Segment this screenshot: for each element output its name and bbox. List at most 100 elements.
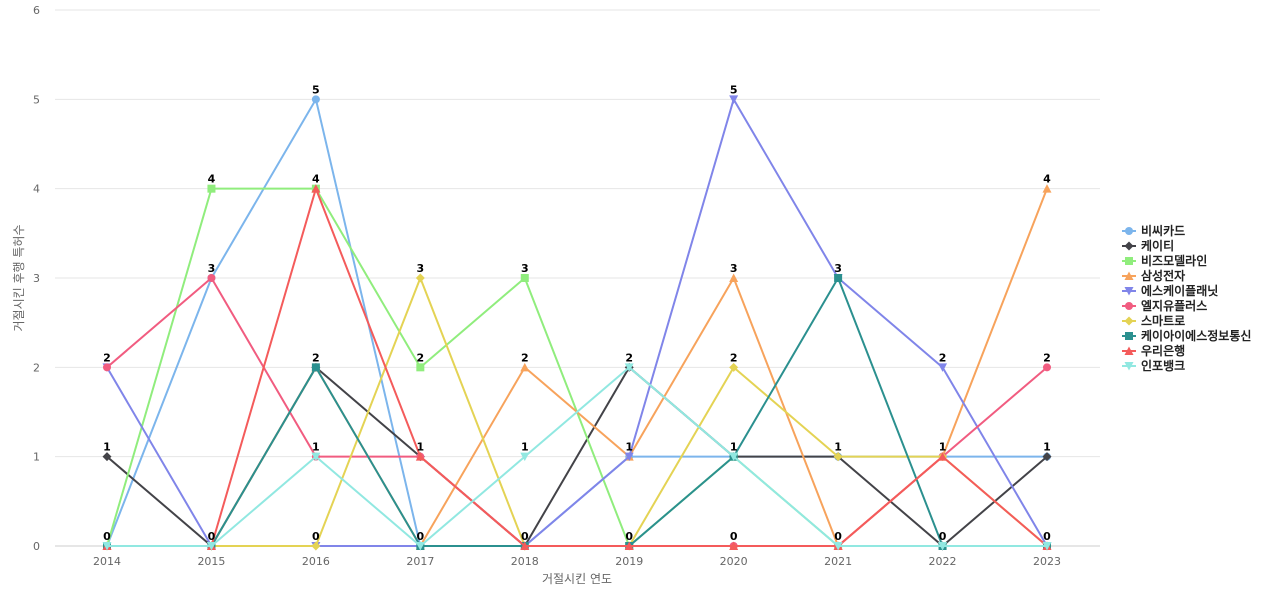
- legend-label: 케이티: [1141, 238, 1174, 253]
- data-label: 0: [730, 530, 738, 543]
- data-point: [1042, 184, 1052, 193]
- data-point: [311, 452, 321, 462]
- legend-marker: [1124, 316, 1134, 326]
- legend-item[interactable]: 인포뱅크: [1122, 358, 1185, 373]
- series-10: [102, 363, 1052, 551]
- data-label: 1: [730, 441, 738, 454]
- data-label: 1: [417, 441, 425, 454]
- x-axis: 2014 2015 2016 2017 2018 2019 2020 2021 2022 2023: [93, 555, 1061, 568]
- data-point: [834, 274, 843, 282]
- series-1: [103, 95, 1051, 550]
- data-label: 2: [521, 351, 529, 364]
- legend-item[interactable]: 엘지유플러스: [1122, 298, 1207, 313]
- data-label: 4: [312, 173, 320, 186]
- y-axis-title: 거절시킨 후행 특허수: [11, 225, 26, 332]
- legend-item[interactable]: 우리은행: [1122, 343, 1185, 358]
- data-point: [938, 452, 948, 461]
- data-label: 1: [103, 441, 111, 454]
- data-point: [103, 363, 111, 372]
- data-labels: 2 1 0 4 3 0 5 4 2 1 0 3 2 1 0 3 2 1 0 2 1 0 5 3 2 1 0 3 1 0 2 1 0 4 2 1 0: [103, 83, 1051, 543]
- data-point: [416, 363, 425, 372]
- legend-label: 인포뱅크: [1141, 358, 1185, 373]
- data-point: [624, 452, 634, 462]
- series-9: [102, 184, 1052, 550]
- legend-item[interactable]: 스마트로: [1122, 313, 1185, 328]
- series-line: [107, 187, 1048, 547]
- data-point: [938, 542, 948, 551]
- data-point: [520, 452, 530, 462]
- x-tick-label: 2017: [406, 555, 434, 568]
- data-point: [729, 273, 739, 282]
- data-label: 1: [625, 441, 633, 454]
- data-point: [833, 452, 843, 462]
- data-label: 5: [312, 83, 320, 96]
- data-point: [415, 542, 425, 551]
- y-tick-label: 5: [33, 93, 40, 106]
- data-point: [102, 542, 112, 551]
- legend-item[interactable]: 비씨카드: [1122, 223, 1185, 238]
- data-point: [311, 541, 321, 551]
- legend-item[interactable]: 케이티: [1122, 238, 1174, 253]
- data-point: [729, 541, 739, 550]
- data-label: 2: [625, 351, 633, 364]
- data-label: 2: [103, 351, 111, 364]
- legend-marker: [1125, 302, 1133, 310]
- data-point: [207, 274, 216, 282]
- y-tick-label: 6: [33, 4, 40, 17]
- x-tick-label: 2018: [511, 555, 539, 568]
- x-tick-label: 2016: [302, 555, 330, 568]
- data-point: [833, 542, 843, 551]
- data-point: [415, 273, 425, 283]
- legend-label: 우리은행: [1141, 343, 1185, 358]
- data-label: 0: [521, 530, 529, 543]
- data-label: 1: [939, 441, 947, 454]
- legend-marker: [1124, 346, 1134, 355]
- data-point: [729, 452, 739, 462]
- series-5: [102, 95, 1052, 551]
- legend-label: 비씨카드: [1141, 223, 1185, 238]
- legend-marker: [1124, 362, 1134, 371]
- data-point: [311, 95, 320, 104]
- data-point: [206, 542, 216, 551]
- data-label: 2: [730, 351, 738, 364]
- legend-item[interactable]: 케이아이에스정보통신: [1122, 328, 1251, 343]
- legend-marker: [1124, 271, 1134, 280]
- x-tick-label: 2019: [615, 555, 643, 568]
- data-label: 2: [417, 351, 425, 364]
- data-point: [207, 184, 216, 193]
- legend-item[interactable]: 삼성전자: [1122, 268, 1185, 283]
- data-label: 0: [312, 530, 320, 543]
- data-label: 0: [625, 530, 633, 543]
- data-point: [520, 274, 529, 282]
- data-point: [1043, 363, 1051, 372]
- series-line: [107, 366, 1047, 547]
- legend[interactable]: 비씨카드케이티비즈모델라인삼성전자에스케이플래닛엘지유플러스스마트로케이아이에스…: [1122, 223, 1251, 373]
- data-label: 1: [1043, 441, 1051, 454]
- y-tick-label: 4: [33, 183, 40, 196]
- data-point: [729, 95, 739, 104]
- data-label: 3: [834, 262, 842, 275]
- data-label: 0: [939, 530, 947, 543]
- series-line: [106, 98, 1048, 547]
- data-label: 3: [730, 262, 738, 275]
- legend-item[interactable]: 에스케이플래닛: [1122, 283, 1218, 298]
- series-lines: [102, 95, 1052, 551]
- data-label: 3: [417, 262, 425, 275]
- legend-marker: [1125, 332, 1133, 340]
- data-label: 3: [521, 262, 529, 275]
- x-tick-label: 2022: [929, 555, 957, 568]
- y-tick-label: 3: [33, 272, 40, 285]
- legend-label: 엘지유플러스: [1141, 298, 1207, 313]
- data-label: 0: [417, 530, 425, 543]
- data-point: [624, 541, 634, 550]
- series-line: [106, 98, 1047, 547]
- x-tick-label: 2015: [197, 555, 225, 568]
- data-label: 1: [834, 441, 842, 454]
- legend-item[interactable]: 비즈모델라인: [1122, 253, 1207, 268]
- x-tick-label: 2014: [93, 555, 121, 568]
- data-label: 4: [1043, 173, 1051, 186]
- y-tick-label: 2: [33, 361, 40, 374]
- data-point: [415, 452, 425, 461]
